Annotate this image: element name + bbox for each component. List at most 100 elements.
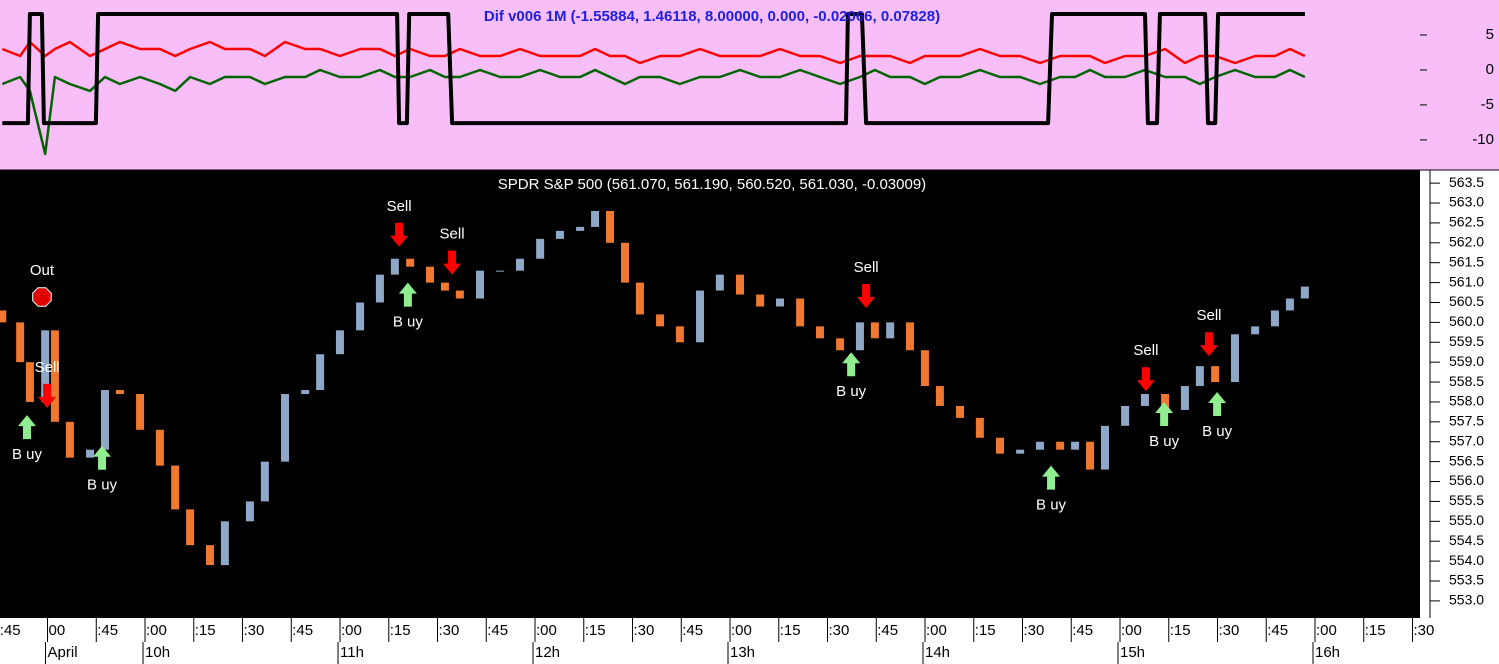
candle bbox=[1016, 449, 1025, 454]
x-tick-label: :00 bbox=[1316, 622, 1337, 639]
signal-label: Out bbox=[30, 262, 55, 279]
x-tick-label: :30 bbox=[244, 622, 265, 639]
x-tick-label: :15 bbox=[585, 622, 606, 639]
sell-arrow bbox=[390, 222, 409, 247]
x-tick-label: :30 bbox=[829, 622, 850, 639]
candle bbox=[171, 465, 180, 510]
y-tick-label: 562.5 bbox=[1449, 214, 1484, 230]
candle bbox=[476, 270, 485, 299]
candle bbox=[440, 282, 449, 291]
candle bbox=[796, 298, 805, 327]
y-tick-label: 563.0 bbox=[1449, 194, 1484, 210]
candle bbox=[555, 230, 564, 239]
plot-area: Out Sell B uy B uy Sell B uy Sell Sell B uy B uy S… bbox=[0, 198, 1309, 566]
y-tick-label: 561.5 bbox=[1449, 253, 1484, 269]
candle bbox=[1161, 394, 1170, 410]
x-tick-label: :30 bbox=[1414, 622, 1435, 639]
x-tick-label: :15 bbox=[1170, 622, 1191, 639]
candle bbox=[836, 338, 845, 351]
panel-background bbox=[0, 0, 1499, 170]
candle bbox=[425, 266, 434, 283]
candle bbox=[316, 354, 325, 391]
y-tick-label: 557.0 bbox=[1449, 432, 1484, 448]
signal-label: Sell bbox=[854, 259, 879, 276]
buy-arrow bbox=[17, 415, 36, 440]
candle bbox=[25, 362, 34, 402]
candle bbox=[870, 322, 879, 339]
x-tick-label: :45 bbox=[682, 622, 703, 639]
signal-label: Sell bbox=[1196, 307, 1221, 324]
panel-title: SPDR S&P 500 (561.070, 561.190, 560.520,… bbox=[498, 176, 926, 193]
candle bbox=[86, 449, 95, 458]
y-tick-label: 557.5 bbox=[1449, 413, 1484, 429]
candle bbox=[1230, 334, 1239, 383]
candle bbox=[635, 282, 644, 315]
signal-label: B uy bbox=[1202, 423, 1233, 440]
y-tick-label: 558.5 bbox=[1449, 373, 1484, 389]
y-tick-label: 0 bbox=[1486, 61, 1494, 78]
y-tick-label: 5 bbox=[1486, 26, 1494, 43]
y-tick-label: -10 bbox=[1472, 131, 1494, 148]
candle bbox=[1211, 366, 1220, 383]
x-major-label: 10h bbox=[145, 644, 170, 661]
candle bbox=[335, 330, 344, 355]
x-tick-label: :15 bbox=[780, 622, 801, 639]
candle bbox=[1195, 366, 1204, 387]
candle bbox=[281, 394, 290, 462]
y-tick-label: 561.0 bbox=[1449, 273, 1484, 289]
candle bbox=[136, 394, 145, 430]
candle bbox=[186, 509, 195, 546]
x-major-label: 13h bbox=[730, 644, 755, 661]
candle bbox=[1300, 286, 1309, 299]
candle bbox=[390, 258, 399, 275]
candle bbox=[975, 417, 984, 438]
candle bbox=[536, 238, 545, 259]
sell-arrow bbox=[1199, 332, 1218, 357]
y-tick-label: 555.0 bbox=[1449, 512, 1484, 528]
line-series bbox=[1, 40, 1306, 65]
x-tick-label: :30 bbox=[439, 622, 460, 639]
buy-arrow bbox=[842, 352, 861, 377]
signal-label: B uy bbox=[393, 314, 424, 331]
x-tick-label: :45 bbox=[1072, 622, 1093, 639]
y-tick-label: 562.0 bbox=[1449, 234, 1484, 250]
x-tick-label: :45 bbox=[877, 622, 898, 639]
x-tick-label: :00 bbox=[536, 622, 557, 639]
candle bbox=[620, 242, 629, 283]
candle bbox=[260, 461, 269, 502]
x-tick-label: :45 bbox=[292, 622, 313, 639]
y-tick-label: 560.0 bbox=[1449, 313, 1484, 329]
signal-label: Sell bbox=[440, 226, 465, 243]
candle bbox=[375, 274, 384, 303]
candle bbox=[756, 294, 765, 307]
candle bbox=[496, 270, 505, 272]
buy-arrow bbox=[398, 282, 417, 307]
y-tick-label: 556.0 bbox=[1449, 472, 1484, 488]
line-series bbox=[2, 12, 1305, 126]
y-tick-label: -5 bbox=[1481, 96, 1494, 113]
sell-arrow bbox=[857, 284, 876, 309]
y-tick-label: 563.5 bbox=[1449, 174, 1484, 190]
x-tick-label: :45 bbox=[0, 622, 21, 639]
x-tick-label: :00 bbox=[731, 622, 752, 639]
x-major-label: April bbox=[48, 644, 78, 661]
candle bbox=[656, 314, 665, 327]
y-tick-label: 556.5 bbox=[1449, 452, 1484, 468]
y-tick-label: 554.5 bbox=[1449, 532, 1484, 548]
candle bbox=[356, 302, 365, 331]
plot-area bbox=[1, 12, 1306, 156]
x-tick-label: :30 bbox=[1024, 622, 1045, 639]
signal-label: B uy bbox=[12, 446, 43, 463]
signal-label: Sell bbox=[1133, 342, 1158, 359]
y-tick-label: 559.5 bbox=[1449, 333, 1484, 349]
candle bbox=[815, 326, 824, 339]
candle bbox=[41, 330, 50, 402]
x-major-label: 12h bbox=[535, 644, 560, 661]
candle bbox=[920, 350, 929, 387]
panel-title: Dif v006 1M (-1.55884, 1.46118, 8.00000,… bbox=[484, 8, 940, 25]
line-series bbox=[1, 68, 1306, 156]
stop-sign bbox=[32, 287, 52, 307]
candle bbox=[591, 210, 600, 227]
